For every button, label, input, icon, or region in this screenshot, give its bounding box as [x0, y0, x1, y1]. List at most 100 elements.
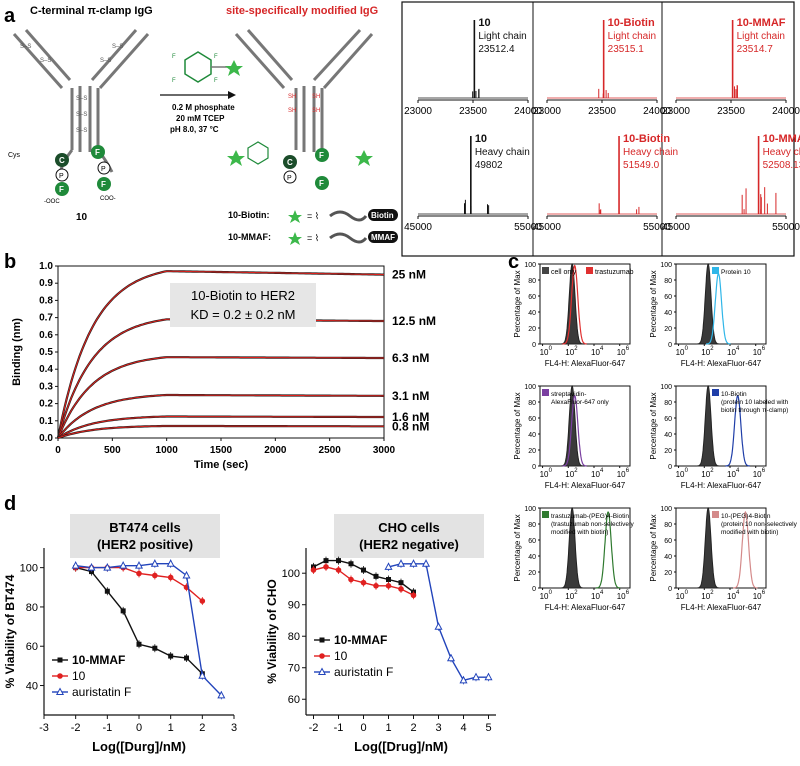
spectrum-sample-name: 10	[475, 133, 487, 145]
legend-star-icon-mmaf	[288, 232, 302, 245]
phe-f-letter-right: F	[95, 148, 100, 157]
hist-y-tick-label: 60	[664, 538, 672, 545]
data-point	[360, 579, 367, 586]
hist-x-tick-exponent: 0	[685, 590, 689, 596]
spectrum-mass-label: 51549.0	[623, 160, 660, 171]
hist-y-tick-label: 60	[664, 416, 672, 423]
spectrum-10-biotin-heavy: 45000 55000 10-Biotin Heavy chain 51549.0	[533, 133, 678, 233]
panel-c-letter: c	[508, 251, 519, 273]
spectrum-tick-label: 24000	[643, 106, 671, 117]
phe-f-node-right2	[97, 177, 111, 191]
hist-x-tick-label: 10	[701, 348, 710, 357]
concentration-label: 25 nM	[392, 268, 426, 282]
hist-x-tick-exponent: 0	[549, 346, 553, 352]
spectrum-tick-label: 45000	[662, 222, 690, 233]
compound-10-label: 10	[76, 212, 88, 223]
legend-marker	[55, 687, 65, 695]
y-tick-label: 40	[26, 681, 38, 693]
y-tick-label: 70	[288, 663, 300, 675]
viability-chart-1: BT474 cells (HER2 positive) -3 -2 -1 0 1 2 3 40 60…	[3, 514, 237, 754]
binding-fit-2	[57, 356, 384, 439]
data-point	[87, 563, 96, 571]
hist-y-tick-label: 60	[664, 294, 672, 301]
hist-x-tick-label: 10	[701, 470, 710, 479]
reaction-arrow-head	[228, 91, 236, 99]
legend-label: trastuzumab	[595, 269, 634, 276]
phe-f-node-right	[91, 145, 105, 159]
spectrum-tick-label: 24000	[772, 106, 800, 117]
hist-x-axis-label: FL4-H: AlexaFluor-647	[681, 359, 762, 368]
concentration-label: 3.1 nM	[392, 389, 429, 403]
y-tick-label: 60	[26, 641, 38, 653]
y-tick-label: 0.6	[39, 330, 53, 341]
data-point	[168, 653, 174, 659]
spectrum-mass-label: 49802	[475, 160, 503, 171]
hist-y-tick-label: 40	[528, 310, 536, 317]
x-tick-label: 1	[385, 722, 391, 734]
hist-y-tick-label: 0	[532, 464, 536, 471]
spectrum-tick-label: 23500	[717, 106, 745, 117]
panel-a: a C-terminal π-clamp IgG site-specifical…	[4, 1, 800, 257]
y-tick-label: 0.7	[39, 313, 53, 324]
spectrum-mass-label: 23515.1	[608, 44, 645, 55]
control-histogram	[696, 507, 720, 589]
pro-p-letter-left: P	[59, 173, 64, 180]
spectra-frame	[401, 1, 795, 257]
hist-y-tick-label: 40	[664, 310, 672, 317]
spectrum-sample-name: 10-MMAF	[763, 133, 800, 145]
legend-swatch	[542, 511, 549, 518]
cys-c-letter-left: C	[59, 156, 65, 165]
legend-swatch	[542, 267, 549, 274]
panel-d-letter: d	[4, 493, 16, 515]
hist-x-tick-label: 10	[727, 348, 736, 357]
legend-label: biotin through π-clamp)	[721, 407, 788, 414]
spectrum-10-mmaf-light: 23000 23500 24000 10-MMAF Light chain 23514.7	[662, 17, 800, 117]
x-tick-label: 3	[435, 722, 441, 734]
conjugate-star-icon-right	[355, 150, 373, 166]
svg-text:SH: SH	[288, 108, 296, 114]
legend-swatch	[712, 267, 719, 274]
y-tick-label: 0.1	[39, 416, 53, 427]
data-point	[136, 641, 142, 647]
data-point	[310, 567, 317, 573]
hist-x-axis-label: FL4-H: AlexaFluor-647	[545, 359, 626, 368]
hist-x-tick-label: 10	[591, 348, 600, 357]
x-tick-label: -3	[39, 722, 49, 734]
data-point	[323, 564, 329, 570]
data-point	[152, 572, 158, 579]
hist-x-tick-exponent: 6	[626, 468, 630, 474]
x-tick-label: 0	[55, 445, 61, 456]
legend-label: streptavidin-	[551, 391, 586, 398]
hist-y-tick-label: 20	[664, 326, 672, 333]
series-line-auristatin-F	[75, 563, 222, 696]
data-point	[471, 672, 481, 681]
svg-text:10-MMAF:: 10-MMAF:	[228, 232, 271, 242]
right-conjugate	[227, 141, 373, 166]
x-tick-label: -1	[334, 722, 344, 734]
y-tick-label: 0.8	[39, 295, 53, 306]
data-point	[103, 563, 112, 571]
hist-x-axis-label: FL4-H: AlexaFluor-647	[545, 603, 626, 612]
hist-x-tick-label: 10	[676, 470, 685, 479]
y-tick-label: 0.0	[39, 433, 53, 444]
hist-x-tick-exponent: 4	[736, 590, 740, 596]
legend-label: 10-(PEG)4-Biotin	[721, 513, 771, 520]
svg-text:S–S: S–S	[100, 58, 111, 64]
hist-x-tick-exponent: 2	[710, 346, 714, 352]
hist-x-tick-exponent: 0	[549, 590, 553, 596]
panel-b-letter: b	[4, 251, 16, 273]
hist-y-tick-label: 80	[664, 278, 672, 285]
viability-chart-2: CHO cells (HER2 negative) -2 -1 0 1 2 3 4 5 60 70 80…	[265, 514, 496, 754]
hist-x-tick-exponent: 4	[600, 468, 604, 474]
left-antibody-diagram	[12, 29, 150, 173]
legend-label: 10-MMAF	[334, 633, 387, 647]
control-histogram	[696, 385, 720, 467]
hist-y-tick-label: 100	[660, 384, 672, 391]
hist-x-tick-exponent: 2	[710, 590, 714, 596]
spectrum-sample-name: 10-Biotin	[623, 133, 670, 145]
phe-f-node-left	[55, 182, 69, 196]
spectrum-tick-label: 23000	[533, 106, 561, 117]
x-tick-label: 3000	[373, 445, 396, 456]
